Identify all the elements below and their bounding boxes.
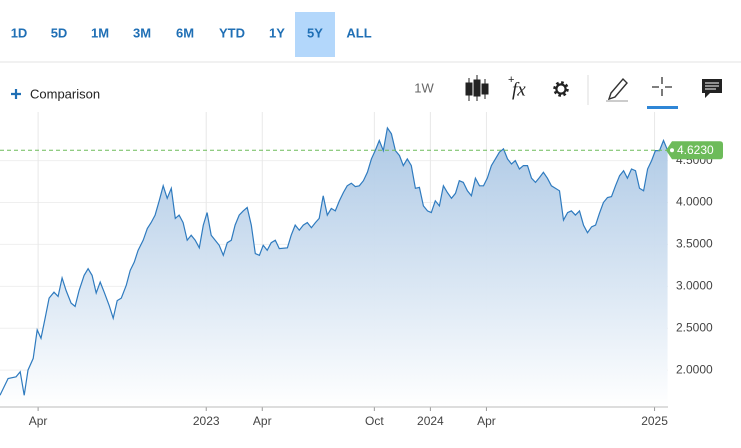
- crosshair-icon[interactable]: [647, 77, 678, 109]
- comparison-label: Comparison: [30, 86, 100, 101]
- candles-icon[interactable]: [465, 75, 489, 101]
- fx-label: fx: [512, 79, 526, 100]
- last-price-label: 4.6230: [677, 143, 714, 157]
- range-button[interactable]: 1M: [91, 25, 109, 40]
- range-button[interactable]: 5D: [51, 25, 68, 40]
- x-tick-label: Apr: [29, 414, 48, 428]
- range-button[interactable]: YTD: [219, 25, 245, 40]
- last-price-dot: [670, 148, 674, 153]
- range-button[interactable]: 3M: [133, 25, 151, 40]
- y-tick-label: 3.0000: [676, 278, 713, 292]
- range-button[interactable]: ALL: [346, 25, 371, 40]
- settings-icon[interactable]: [553, 81, 569, 97]
- x-tick-label: Apr: [253, 414, 272, 428]
- plus-icon: [11, 89, 21, 99]
- x-tick-label: 2025: [641, 414, 668, 428]
- x-tick-label: Oct: [365, 414, 384, 428]
- y-tick-label: 3.5000: [676, 237, 713, 251]
- active-range-bg: [295, 12, 335, 57]
- interval-button[interactable]: 1W: [414, 80, 434, 95]
- plot: [0, 112, 669, 411]
- area-fill: [0, 127, 668, 408]
- x-tick-label: 2024: [417, 414, 444, 428]
- y-tick-label: 2.0000: [676, 362, 713, 376]
- fx-plus: +: [508, 74, 514, 86]
- y-tick-label: 4.0000: [676, 195, 713, 209]
- price-line: [0, 126, 669, 396]
- comment-icon[interactable]: [702, 79, 722, 98]
- last-price-tag: [666, 141, 723, 160]
- x-tick-label: 2023: [193, 414, 220, 428]
- indicator-button[interactable]: + fx: [508, 74, 526, 100]
- x-tick-label: Apr: [477, 414, 496, 428]
- range-button[interactable]: 1Y: [269, 25, 285, 40]
- draw-icon[interactable]: [606, 77, 628, 102]
- comparison-button[interactable]: Comparison: [11, 86, 100, 101]
- range-button[interactable]: 6M: [176, 25, 194, 40]
- range-button[interactable]: 1D: [11, 25, 28, 40]
- range-button[interactable]: 5Y: [307, 25, 323, 40]
- y-tick-label: 2.5000: [676, 320, 713, 334]
